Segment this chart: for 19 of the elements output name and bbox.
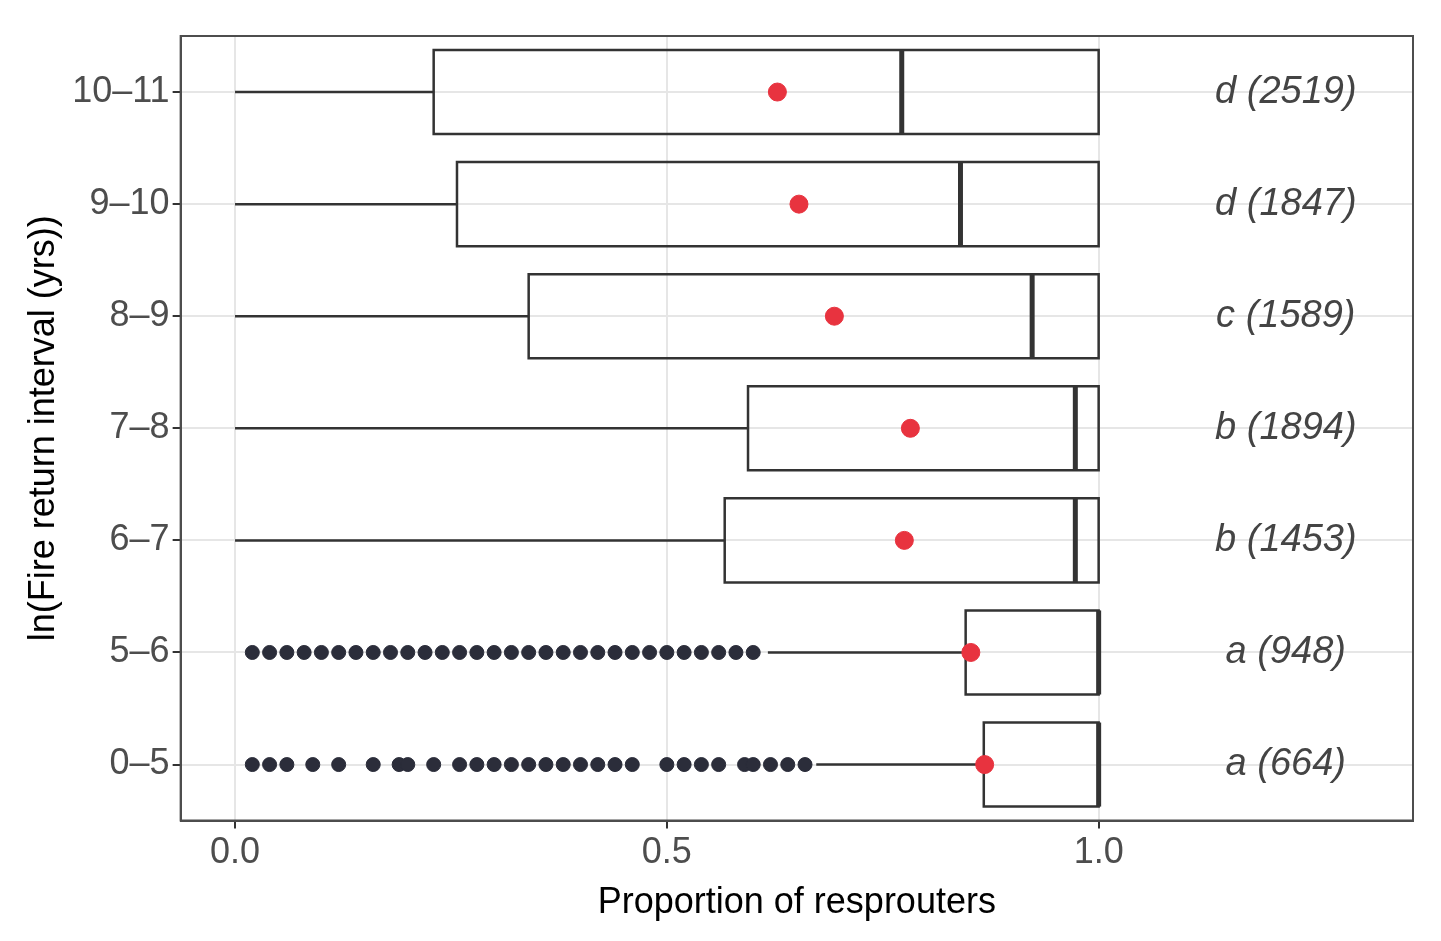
y-axis-title: ln(Fire return interval (yrs)) [20,215,62,642]
x-tick-label: 0.0 [210,830,261,872]
annotation: d (2519) [1215,68,1357,111]
x-tick-label: 0.5 [641,830,692,872]
y-tick-label: 10–11 [72,68,170,110]
y-tick-label: 8–9 [109,293,170,335]
x-tick-label: 1.0 [1073,830,1124,872]
annotation: b (1894) [1215,404,1357,447]
y-tick-label: 5–6 [109,629,170,671]
x-axis-title: Proportion of resprouters [597,880,996,922]
annotation: d (1847) [1215,180,1357,223]
annotation: c (1589) [1216,292,1356,335]
y-tick-label: 6–7 [109,517,170,559]
y-tick-label: 9–10 [89,181,170,223]
annotation: b (1453) [1215,516,1357,559]
y-tick-label: 7–8 [109,405,170,447]
annotation: a (948) [1225,629,1347,672]
annotation: a (664) [1225,741,1347,784]
y-tick-label: 0–5 [109,741,170,783]
